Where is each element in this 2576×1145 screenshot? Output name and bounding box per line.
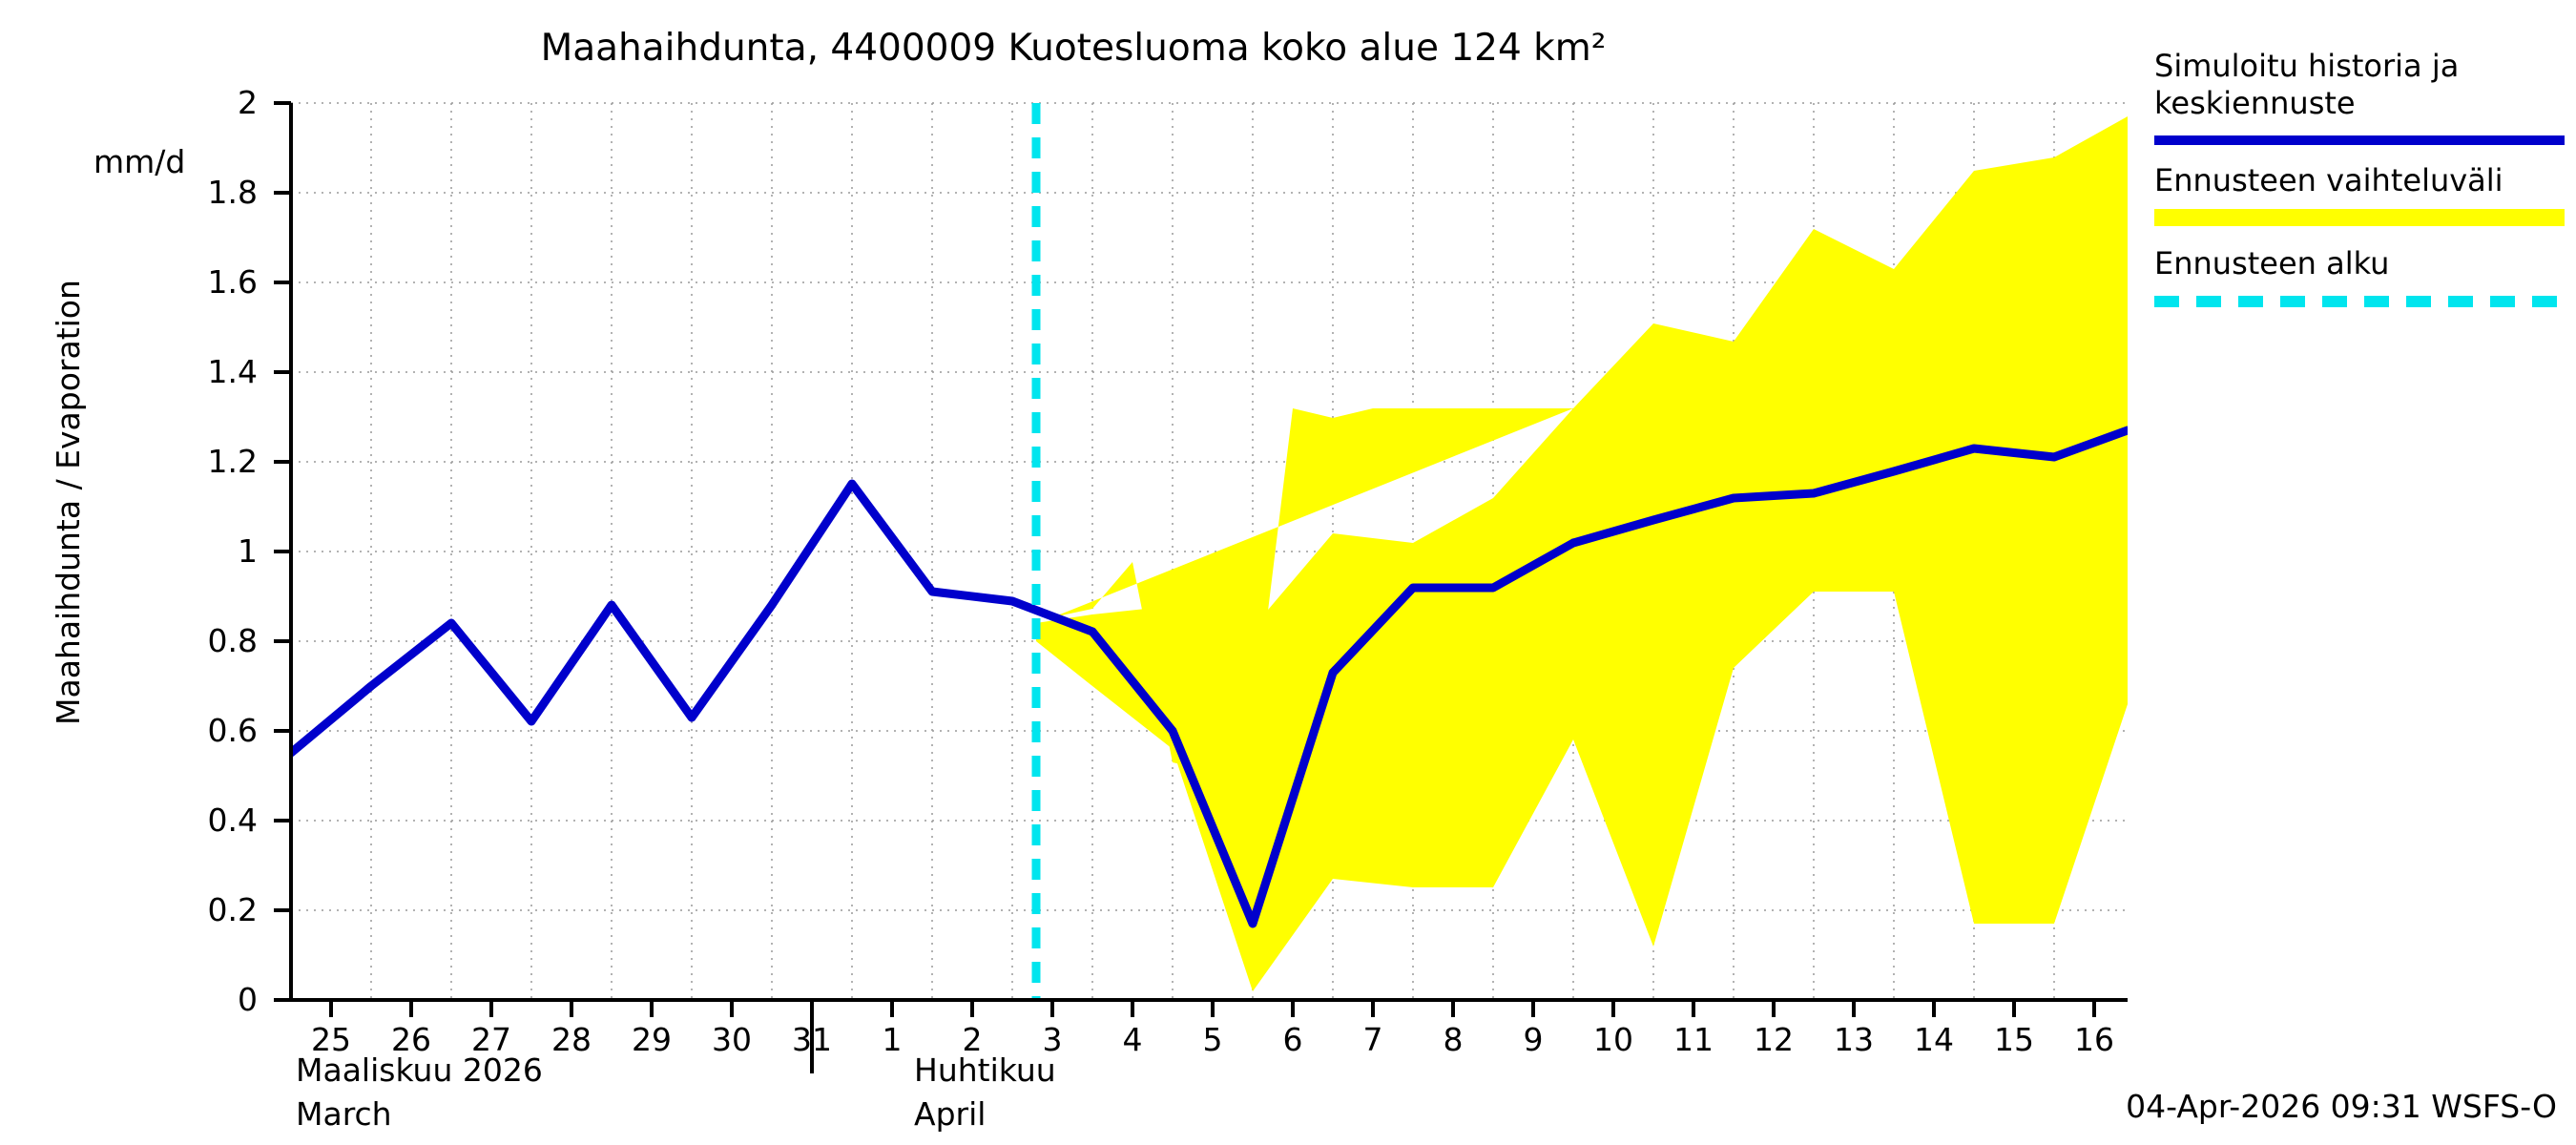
legend-label-mean-line2: keskiennuste bbox=[2154, 85, 2356, 122]
x-tick-label-11: 5 bbox=[1202, 1021, 1223, 1058]
y-tick-label-1-6: 1.6 bbox=[207, 263, 258, 301]
y-tick-label-0-2: 0.2 bbox=[207, 891, 258, 928]
x-tick-label-20: 14 bbox=[1914, 1021, 1954, 1058]
x-tick-label-5: 30 bbox=[712, 1021, 752, 1058]
x-tick-label-15: 9 bbox=[1523, 1021, 1544, 1058]
x-tick-marks bbox=[329, 1000, 2096, 1017]
y-tick-label-1-4: 1.4 bbox=[207, 353, 258, 390]
y-tick-label-1-2: 1.2 bbox=[207, 443, 258, 480]
y-tick-label-2-0: 2 bbox=[238, 84, 258, 121]
x-tick-label-4: 29 bbox=[632, 1021, 672, 1058]
legend: Simuloitu historia ja keskiennuste Ennus… bbox=[2154, 48, 2565, 321]
x-tick-label-0: 25 bbox=[311, 1021, 351, 1058]
legend-label-mean-line1: Simuloitu historia ja bbox=[2154, 48, 2460, 84]
x-tick-label-18: 12 bbox=[1754, 1021, 1794, 1058]
forecast-range-band-accurate bbox=[1036, 116, 2128, 991]
y-tick-label-1-0: 1 bbox=[238, 532, 258, 570]
y-axis-unit-label: mm/d bbox=[93, 143, 186, 180]
horizontal-gridlines bbox=[291, 102, 2128, 911]
x-tick-label-13: 7 bbox=[1362, 1021, 1383, 1058]
legend-item-forecast-start: Ennusteen alku bbox=[2154, 245, 2565, 308]
y-tick-label-0-6: 0.6 bbox=[207, 712, 258, 749]
x-group-label-april-line1: Huhtikuu bbox=[914, 1051, 1056, 1089]
footer-timestamp: 04-Apr-2026 09:31 WSFS-O bbox=[2126, 1088, 2557, 1125]
y-tick-label-0-0: 0 bbox=[238, 981, 258, 1018]
x-tick-label-10: 4 bbox=[1122, 1021, 1143, 1058]
x-group-label-march-line2: March bbox=[296, 1095, 392, 1133]
mean-forecast-line bbox=[291, 426, 2128, 928]
x-tick-label-9: 3 bbox=[1042, 1021, 1063, 1058]
x-tick-label-12: 6 bbox=[1282, 1021, 1303, 1058]
legend-label-range: Ennusteen vaihteluväli bbox=[2154, 162, 2503, 199]
x-tick-label-7: 1 bbox=[882, 1021, 903, 1058]
x-tick-label-2: 27 bbox=[471, 1021, 511, 1058]
legend-label-forecast-start: Ennusteen alku bbox=[2154, 245, 2390, 282]
x-group-label-april-line2: April bbox=[914, 1095, 987, 1133]
legend-item-range: Ennusteen vaihteluväli bbox=[2154, 162, 2565, 227]
x-tick-label-14: 8 bbox=[1443, 1021, 1464, 1058]
chart-title: Maahaihdunta, 4400009 Kuotesluoma koko a… bbox=[540, 27, 1607, 70]
x-tick-label-8: 2 bbox=[962, 1021, 983, 1058]
legend-swatch-mean bbox=[2154, 135, 2565, 146]
y-tick-label-1-8: 1.8 bbox=[207, 174, 258, 211]
x-tick-label-1: 26 bbox=[391, 1021, 431, 1058]
legend-swatch-range bbox=[2154, 209, 2565, 227]
y-tick-label-0-8: 0.8 bbox=[207, 622, 258, 659]
x-group-label-march-line1: Maaliskuu 2026 bbox=[296, 1051, 543, 1089]
x-tick-label-17: 11 bbox=[1673, 1021, 1714, 1058]
x-tick-label-16: 10 bbox=[1593, 1021, 1633, 1058]
legend-item-mean: Simuloitu historia ja keskiennuste bbox=[2154, 48, 2565, 146]
x-tick-label-22: 16 bbox=[2074, 1021, 2114, 1058]
x-tick-label-6: 31 bbox=[792, 1021, 832, 1058]
x-tick-label-19: 13 bbox=[1834, 1021, 1874, 1058]
y-tick-marks bbox=[274, 101, 291, 1002]
x-tick-label-3: 28 bbox=[551, 1021, 592, 1058]
legend-swatch-forecast-start bbox=[2154, 296, 2565, 308]
y-tick-label-0-4: 0.4 bbox=[207, 802, 258, 839]
x-tick-label-21: 15 bbox=[1994, 1021, 2034, 1058]
